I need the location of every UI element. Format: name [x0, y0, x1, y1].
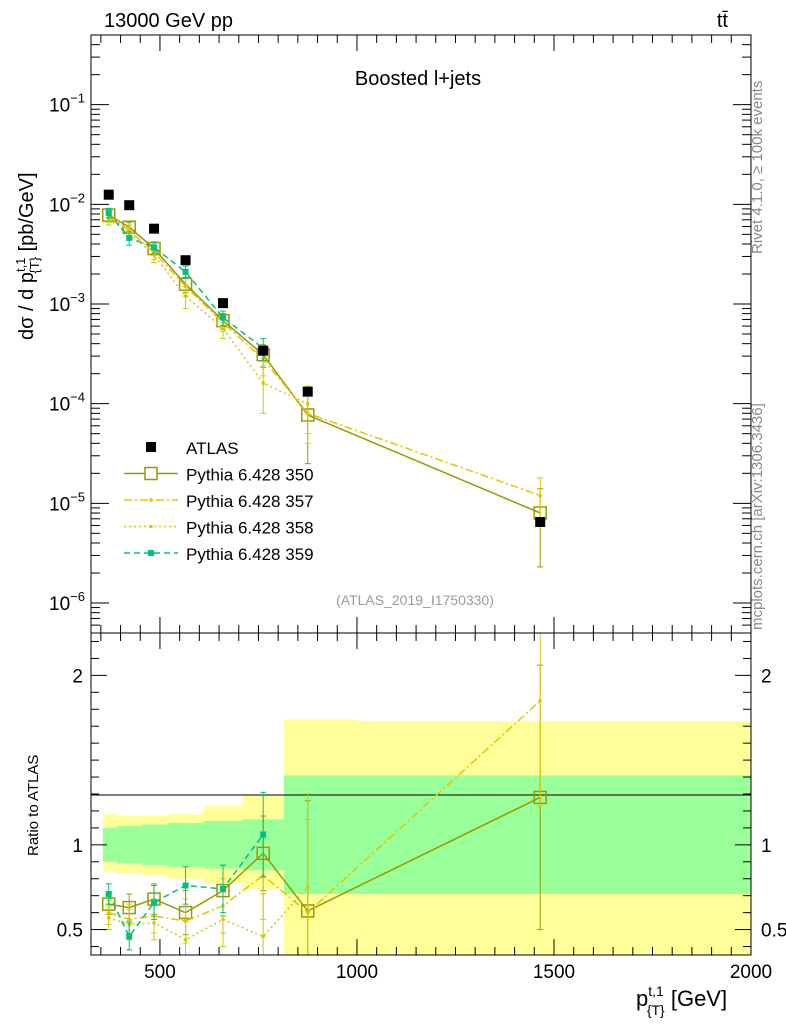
- legend-marker: [148, 550, 154, 556]
- series-point: [126, 234, 133, 241]
- x-tick-label: 2000: [730, 962, 772, 983]
- x-tick-label: 1000: [336, 962, 378, 983]
- ratio-point: [106, 915, 111, 920]
- stat-uncertainty-band: [284, 775, 357, 894]
- series-point: [221, 326, 225, 331]
- series-point: [220, 314, 226, 321]
- ratio-y-tick-label-right: 0.5: [761, 921, 786, 942]
- y-tick-label: 10−3: [49, 290, 85, 316]
- stat-uncertainty-band: [203, 821, 243, 869]
- y-tick-label: 10−2: [49, 190, 85, 216]
- y-tick-label: 10−5: [49, 489, 85, 515]
- data-point: [218, 298, 228, 309]
- main-axis-ticks: 10−6 10−5 10−4 10−3 10−2 10−1: [49, 34, 752, 634]
- legend-label: Pythia 6.428 358: [186, 519, 314, 538]
- x-axis-label: pt,1 {T} [GeV]: [636, 983, 727, 1018]
- series-line-2: [108, 218, 309, 405]
- series-point: [183, 294, 188, 298]
- main-marks: [101, 189, 547, 568]
- ratio-series-line-0: [108, 796, 541, 914]
- legend-marker: [144, 466, 158, 481]
- stat-uncertainty-band: [356, 775, 751, 894]
- legend-label: Pythia 6.428 359: [186, 545, 314, 564]
- ratio-point: [182, 882, 189, 889]
- data-point: [535, 516, 546, 527]
- ratio-axis-ticks: 0.5 0.5 1 1 2 2 500 1000 1500 2000: [57, 633, 786, 983]
- series-point: [105, 209, 112, 216]
- data-point: [149, 223, 160, 234]
- rivet-label: Rivet 4.1.0, ≥ 100k events: [749, 81, 766, 254]
- ratio-panel: 0.5 0.5 1 1 2 2 500 1000 1500 2000 Ratio to ATLAS…: [25, 632, 786, 1018]
- ratio-uncertainty-bands: [102, 719, 751, 955]
- x-tick-label: 1500: [533, 962, 575, 983]
- ratio-point: [151, 899, 158, 906]
- ratio-point: [183, 937, 188, 942]
- data-point: [302, 386, 313, 397]
- legend-marker-data: [146, 442, 156, 452]
- ratio-y-tick-label: 0.5: [57, 921, 83, 942]
- ratio-point: [152, 921, 156, 925]
- ratio-point: [105, 890, 112, 897]
- svg-text:pt,1{T} [GeV]: pt,1 {T} [GeV]: [636, 983, 727, 1018]
- data-point: [258, 345, 269, 356]
- y-tick-label: 10−1: [49, 91, 85, 117]
- x-tick-label: 500: [144, 962, 176, 983]
- data-point: [180, 255, 191, 266]
- ratio-point: [305, 885, 310, 890]
- svg-text:dσ / d pt,1{T} [pb/GeV]: dσ / d pt,1{T} [pb/GeV]: [13, 172, 42, 340]
- legend-label-data: ATLAS: [186, 439, 239, 458]
- ratio-point: [221, 917, 225, 922]
- mcplots-label: mcplots.cern.ch [arXiv:1306.3436]: [749, 403, 766, 630]
- ratio-y-label: Ratio to ATLAS: [25, 755, 42, 856]
- stat-uncertainty-band: [167, 822, 204, 867]
- main-panel: 10−610−510−410−310−210−1 Boosted l+jets …: [13, 34, 752, 634]
- ratio-series-line-3: [108, 834, 264, 938]
- stat-uncertainty-band: [116, 826, 143, 864]
- legend-marker: [149, 498, 153, 502]
- ratio-y-tick-label: 2: [72, 666, 83, 687]
- y-tick-label: 10−4: [49, 390, 85, 416]
- energy-label: 13000 GeV pp: [104, 10, 233, 32]
- legend-marker: [149, 524, 153, 529]
- series-line-1: [108, 216, 541, 497]
- series-point: [305, 401, 310, 406]
- series-point: [151, 244, 158, 251]
- ratio-point: [220, 885, 226, 892]
- ratio-point: [538, 698, 542, 703]
- y-axis-label: dσ / d pt,1{T} [pb/GeV]: [13, 172, 42, 340]
- main-frame: [90, 34, 752, 634]
- stat-uncertainty-band: [102, 827, 117, 862]
- legend: ATLAS Pythia 6.428 350 Pythia 6.428 357 Pyt…: [124, 439, 314, 564]
- ratio-y-tick-label-right: 2: [761, 666, 772, 687]
- data-point: [103, 189, 114, 200]
- series-line-0: [108, 214, 541, 514]
- analysis-label: (ATLAS_2019_I1750330): [336, 592, 494, 608]
- series-point: [182, 268, 189, 275]
- ratio-y-tick-label: 1: [72, 836, 83, 857]
- legend-label: Pythia 6.428 357: [186, 492, 314, 511]
- ratio-series-line-1: [108, 700, 541, 922]
- ratio-series-line-2: [108, 886, 309, 941]
- ratio-point: [126, 933, 133, 940]
- ratio-y-tick-label-right: 1: [761, 836, 772, 857]
- data-point: [124, 200, 135, 211]
- y-tick-label: 10−6: [49, 589, 85, 615]
- series-point: [261, 381, 265, 386]
- stat-uncertainty-band: [142, 824, 168, 866]
- chart-title: Boosted l+jets: [355, 68, 481, 90]
- series-point: [538, 493, 542, 498]
- ratio-point: [261, 934, 265, 939]
- ratio-point: [260, 831, 267, 838]
- legend-label: Pythia 6.428 350: [186, 466, 314, 485]
- process-label: tt̄: [717, 10, 729, 32]
